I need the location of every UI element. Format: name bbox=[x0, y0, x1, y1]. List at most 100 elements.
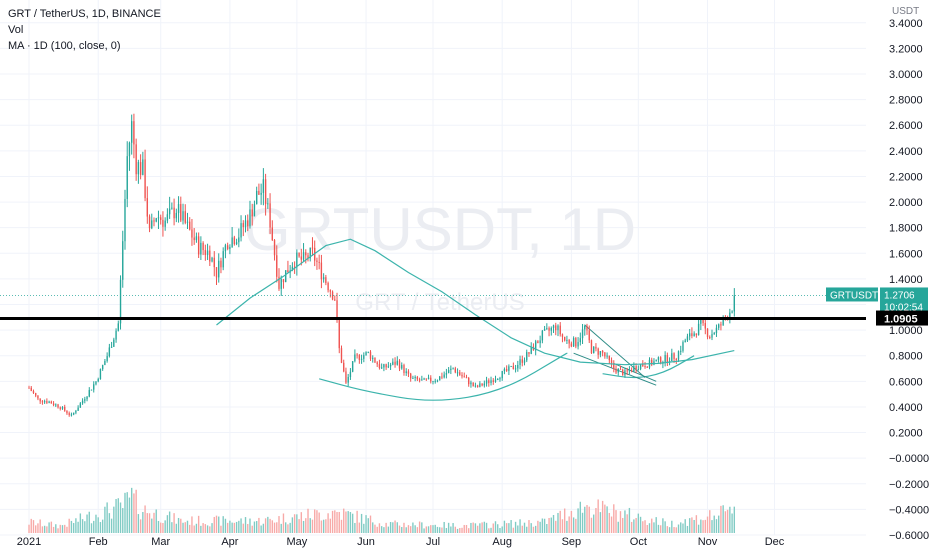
candle[interactable] bbox=[32, 390, 35, 394]
candle[interactable] bbox=[550, 327, 552, 331]
candle[interactable] bbox=[490, 380, 492, 383]
candle[interactable] bbox=[302, 252, 305, 260]
candle[interactable] bbox=[224, 245, 227, 252]
candle[interactable] bbox=[485, 380, 488, 384]
candle[interactable] bbox=[41, 401, 44, 403]
candle[interactable] bbox=[722, 317, 724, 325]
candle[interactable] bbox=[376, 362, 378, 365]
candle[interactable] bbox=[693, 333, 695, 336]
candle[interactable] bbox=[717, 324, 720, 328]
candle[interactable] bbox=[231, 237, 233, 247]
candle[interactable] bbox=[117, 323, 119, 331]
candle[interactable] bbox=[445, 373, 448, 375]
candle[interactable] bbox=[46, 401, 48, 403]
level-price-tag[interactable] bbox=[876, 310, 928, 326]
candle[interactable] bbox=[617, 368, 619, 373]
candle[interactable] bbox=[682, 342, 684, 351]
candle[interactable] bbox=[144, 159, 146, 199]
candle[interactable] bbox=[537, 341, 539, 344]
candle[interactable] bbox=[510, 366, 512, 368]
candle[interactable] bbox=[659, 357, 662, 364]
candle[interactable] bbox=[135, 144, 137, 175]
candle[interactable] bbox=[55, 404, 57, 406]
candle[interactable] bbox=[505, 369, 508, 371]
candle[interactable] bbox=[508, 366, 510, 371]
candle[interactable] bbox=[733, 295, 736, 312]
candle[interactable] bbox=[468, 377, 470, 385]
candle[interactable] bbox=[340, 348, 343, 363]
candle[interactable] bbox=[476, 385, 479, 387]
candle[interactable] bbox=[465, 377, 468, 379]
candle[interactable] bbox=[66, 410, 68, 414]
candle[interactable] bbox=[70, 414, 73, 416]
candle[interactable] bbox=[530, 346, 532, 354]
candle[interactable] bbox=[48, 401, 50, 403]
candle[interactable] bbox=[64, 406, 66, 411]
candle[interactable] bbox=[412, 377, 414, 379]
candle[interactable] bbox=[630, 370, 633, 372]
candle[interactable] bbox=[657, 357, 660, 360]
candle[interactable] bbox=[110, 346, 113, 348]
candle[interactable] bbox=[546, 328, 548, 330]
candle[interactable] bbox=[563, 336, 566, 341]
candle[interactable] bbox=[226, 245, 229, 249]
candle[interactable] bbox=[211, 257, 213, 262]
candle[interactable] bbox=[443, 374, 445, 378]
candle[interactable] bbox=[557, 325, 559, 331]
candle[interactable] bbox=[697, 323, 700, 336]
candle[interactable] bbox=[512, 366, 515, 370]
candle[interactable] bbox=[37, 395, 39, 399]
candle[interactable] bbox=[568, 339, 570, 344]
candle[interactable] bbox=[133, 121, 135, 145]
candle[interactable] bbox=[608, 355, 611, 361]
candle[interactable] bbox=[626, 370, 628, 372]
candle[interactable] bbox=[407, 371, 410, 374]
candle[interactable] bbox=[418, 379, 421, 381]
candle[interactable] bbox=[206, 250, 209, 256]
candle[interactable] bbox=[363, 355, 365, 359]
candle[interactable] bbox=[142, 159, 144, 175]
candle[interactable] bbox=[146, 198, 149, 217]
candle[interactable] bbox=[483, 383, 486, 386]
candle[interactable] bbox=[334, 299, 336, 301]
candle[interactable] bbox=[439, 376, 441, 381]
candle[interactable] bbox=[503, 369, 506, 372]
candle[interactable] bbox=[331, 291, 334, 300]
candle[interactable] bbox=[168, 208, 171, 215]
candle[interactable] bbox=[432, 381, 434, 383]
candle[interactable] bbox=[86, 396, 88, 400]
candle[interactable] bbox=[81, 400, 84, 404]
candle[interactable] bbox=[240, 223, 242, 238]
candle[interactable] bbox=[164, 220, 166, 227]
candle[interactable] bbox=[287, 270, 289, 273]
candle[interactable] bbox=[39, 398, 41, 402]
candle[interactable] bbox=[193, 237, 195, 241]
candle[interactable] bbox=[307, 255, 309, 259]
candle[interactable] bbox=[401, 365, 403, 369]
candle[interactable] bbox=[519, 359, 521, 365]
candle[interactable] bbox=[713, 333, 715, 335]
candle[interactable] bbox=[311, 247, 314, 249]
candle[interactable] bbox=[706, 328, 709, 338]
candle[interactable] bbox=[590, 340, 593, 354]
candle[interactable] bbox=[128, 142, 131, 157]
candle[interactable] bbox=[358, 355, 361, 360]
candle[interactable] bbox=[459, 372, 461, 375]
candle[interactable] bbox=[619, 368, 622, 370]
candle[interactable] bbox=[425, 378, 427, 380]
candle[interactable] bbox=[298, 252, 300, 257]
candle[interactable] bbox=[378, 364, 381, 368]
candle[interactable] bbox=[664, 355, 666, 363]
trendline[interactable] bbox=[573, 352, 657, 386]
candle[interactable] bbox=[559, 325, 561, 335]
candle[interactable] bbox=[255, 190, 258, 205]
candle[interactable] bbox=[430, 377, 432, 382]
candle[interactable] bbox=[204, 250, 207, 256]
axes[interactable]: 3.4000 3.2000 3.0000 2.8000 2.6000 2.4000 2.20… bbox=[17, 6, 929, 548]
candle[interactable] bbox=[729, 312, 731, 320]
candle[interactable] bbox=[646, 366, 648, 368]
candle[interactable] bbox=[180, 204, 182, 221]
candle[interactable] bbox=[75, 410, 77, 413]
candle[interactable] bbox=[347, 377, 349, 383]
